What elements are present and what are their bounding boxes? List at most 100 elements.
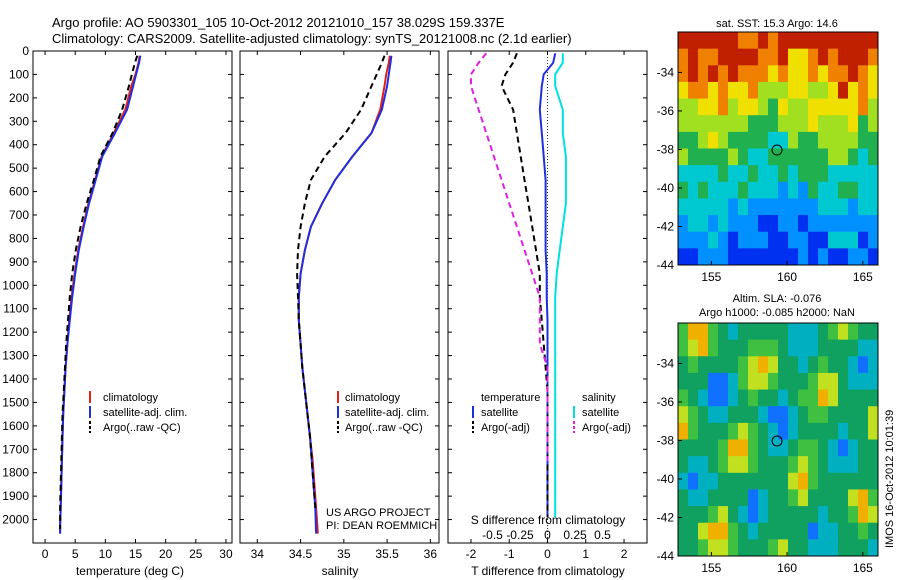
heatmap-cell [858, 181, 869, 199]
heatmap-cell [728, 489, 739, 507]
heatmap-cell [818, 406, 829, 424]
heatmap-cell [868, 65, 879, 83]
heatmap-cell [818, 489, 829, 507]
heatmap-cell [718, 65, 729, 83]
heatmap-cell [728, 81, 739, 100]
heatmap-cell [718, 215, 729, 233]
heatmap-cell [698, 422, 709, 440]
heatmap-cell [788, 356, 799, 374]
heatmap-cell [848, 489, 859, 507]
heatmap-cell [748, 81, 759, 100]
heatmap-cell [778, 165, 789, 183]
heatmap-cell [708, 48, 719, 66]
heatmap-cell [818, 456, 829, 474]
heatmap-cell [758, 372, 769, 391]
sst-lat-ticks: -34 -36 -38 -40 -42 -44 [657, 65, 682, 272]
heatmap-cell [798, 98, 809, 116]
heatmap-cell [708, 472, 719, 490]
series-line-satellite-adj-clim- [297, 55, 393, 534]
x-tick-label: 36 [424, 547, 438, 561]
heatmap-cell [858, 406, 869, 424]
depth-tick-label: 1100 [3, 302, 29, 316]
heatmap-cell [728, 422, 739, 440]
heatmap-cell [678, 248, 689, 266]
heatmap-cell [728, 456, 739, 474]
heatmap-cell [688, 65, 699, 83]
heatmap-cell [698, 506, 709, 524]
s-difference-ticks: -0.5 -0.25 0 0.25 0.5 [482, 528, 611, 542]
heatmap-cell [818, 81, 829, 100]
heatmap-cell [828, 81, 839, 100]
heatmap-cell [798, 339, 809, 357]
heatmap-cell [838, 198, 849, 216]
heatmap-cell [738, 472, 749, 490]
heatmap-cell [798, 148, 809, 166]
heatmap-cell [718, 539, 729, 557]
heatmap-cell [828, 215, 839, 233]
heatmap-cell [778, 439, 789, 457]
sla-heatmap [678, 323, 879, 557]
heatmap-cell [698, 522, 709, 540]
heatmap-cell [798, 323, 809, 341]
heatmap-cell [808, 98, 819, 116]
legend-label-satellite: satellite-adj. clim. [345, 407, 429, 419]
heatmap-cell [678, 489, 689, 507]
legend-label-argo: Argo(..raw -QC) [103, 422, 181, 434]
heatmap-cell [848, 472, 859, 490]
depth-tick-label: 0 [22, 44, 29, 58]
heatmap-cell [758, 456, 769, 474]
lat-tick-label: -34 [657, 65, 675, 79]
heatmap-cell [728, 48, 739, 66]
heatmap-cell [848, 48, 859, 66]
heatmap-cell [678, 181, 689, 199]
heatmap-cell [818, 356, 829, 374]
sla-map-title-line-2: Argo h1000: -0.085 h2000: NaN [699, 307, 855, 319]
heatmap-cell [748, 165, 759, 183]
heatmap-cell [728, 472, 739, 490]
heatmap-cell [678, 406, 689, 424]
heatmap-cell [678, 148, 689, 166]
heatmap-cell [838, 248, 849, 266]
heatmap-cell [868, 389, 879, 407]
heatmap-cell [828, 422, 839, 440]
heatmap-cell [738, 131, 749, 149]
heatmap-cell [848, 439, 859, 457]
heatmap-cell [728, 148, 739, 166]
heatmap-cell [738, 522, 749, 540]
heatmap-cell [798, 506, 809, 524]
heatmap-cell [718, 131, 729, 149]
heatmap-cell [698, 115, 709, 133]
heatmap-cell [868, 539, 879, 557]
heatmap-cell [858, 32, 869, 50]
heatmap-cell [678, 439, 689, 457]
heatmap-cell [738, 248, 749, 266]
heatmap-cell [728, 248, 739, 266]
credit-line-2: PI: DEAN ROEMMICH [326, 520, 437, 532]
heatmap-cell [758, 489, 769, 507]
heatmap-cell [698, 165, 709, 183]
heatmap-cell [858, 439, 869, 457]
heatmap-cell [818, 339, 829, 357]
heatmap-cell [718, 148, 729, 166]
heatmap-cell [688, 98, 699, 116]
heatmap-cell [768, 181, 779, 199]
heatmap-cell [738, 489, 749, 507]
heatmap-cell [688, 356, 699, 374]
heatmap-cell [738, 215, 749, 233]
heatmap-cell [748, 539, 759, 557]
heatmap-cell [698, 215, 709, 233]
salinity-x-ticks: 34 34.5 35 35.5 36 [251, 51, 438, 561]
heatmap-cell [748, 115, 759, 133]
depth-tick-label: 1900 [2, 489, 29, 503]
heatmap-cell [788, 323, 799, 341]
heatmap-cell [828, 98, 839, 116]
salinity-lines [296, 55, 393, 534]
heatmap-cell [808, 115, 819, 133]
heatmap-cell [708, 165, 719, 183]
s-tick-label: 0 [544, 528, 551, 542]
heatmap-cell [828, 506, 839, 524]
heatmap-cell [758, 231, 769, 249]
heatmap-cell [868, 356, 879, 374]
x-tick-label: 10 [99, 547, 113, 561]
depth-tick-label: 400 [9, 138, 29, 152]
